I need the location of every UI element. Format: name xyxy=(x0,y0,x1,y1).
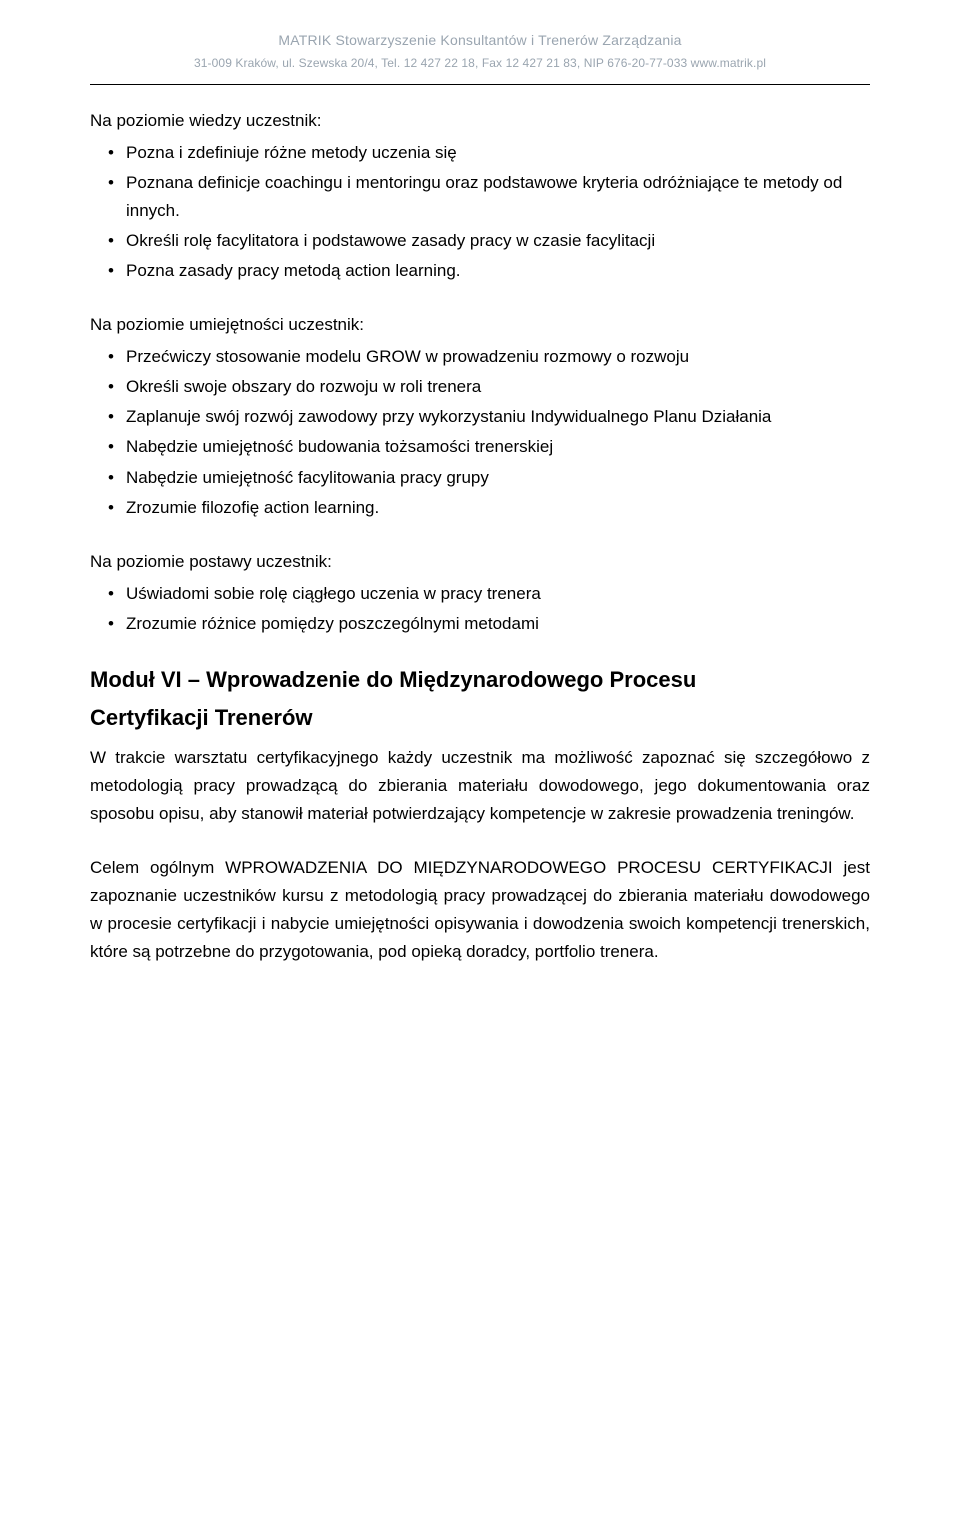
list-item: Uświadomi sobie rolę ciągłego uczenia w … xyxy=(126,580,870,608)
list-item: Zrozumie filozofię action learning. xyxy=(126,494,870,522)
list-item: Pozna i zdefiniuje różne metody uczenia … xyxy=(126,139,870,167)
skills-intro: Na poziomie umiejętności uczestnik: xyxy=(90,311,870,339)
module6-paragraph-1: W trakcie warsztatu certyfikacyjnego każ… xyxy=(90,744,870,828)
attitude-list: Uświadomi sobie rolę ciągłego uczenia w … xyxy=(90,580,870,638)
list-item: Poznana definicje coachingu i mentoringu… xyxy=(126,169,870,225)
list-item: Określi swoje obszary do rozwoju w roli … xyxy=(126,373,870,401)
document-page: MATRIK Stowarzyszenie Konsultantów i Tre… xyxy=(0,0,960,1052)
header-organization: MATRIK Stowarzyszenie Konsultantów i Tre… xyxy=(90,32,870,48)
knowledge-list: Pozna i zdefiniuje różne metody uczenia … xyxy=(90,139,870,285)
list-item: Nabędzie umiejętność budowania tożsamośc… xyxy=(126,433,870,461)
header-address: 31-009 Kraków, ul. Szewska 20/4, Tel. 12… xyxy=(90,56,870,70)
module6-paragraph-2: Celem ogólnym WPROWADZENIA DO MIĘDZYNARO… xyxy=(90,854,870,966)
header-divider xyxy=(90,84,870,85)
list-item: Zaplanuje swój rozwój zawodowy przy wyko… xyxy=(126,403,870,431)
list-item: Przećwiczy stosowanie modelu GROW w prow… xyxy=(126,343,870,371)
module6-heading-line1: Moduł VI – Wprowadzenie do Międzynarodow… xyxy=(90,664,870,696)
skills-list: Przećwiczy stosowanie modelu GROW w prow… xyxy=(90,343,870,521)
list-item: Nabędzie umiejętność facylitowania pracy… xyxy=(126,464,870,492)
list-item: Zrozumie różnice pomiędzy poszczególnymi… xyxy=(126,610,870,638)
module6-heading-line2: Certyfikacji Trenerów xyxy=(90,702,870,734)
list-item: Określi rolę facylitatora i podstawowe z… xyxy=(126,227,870,255)
attitude-intro: Na poziomie postawy uczestnik: xyxy=(90,548,870,576)
list-item: Pozna zasady pracy metodą action learnin… xyxy=(126,257,870,285)
knowledge-intro: Na poziomie wiedzy uczestnik: xyxy=(90,107,870,135)
